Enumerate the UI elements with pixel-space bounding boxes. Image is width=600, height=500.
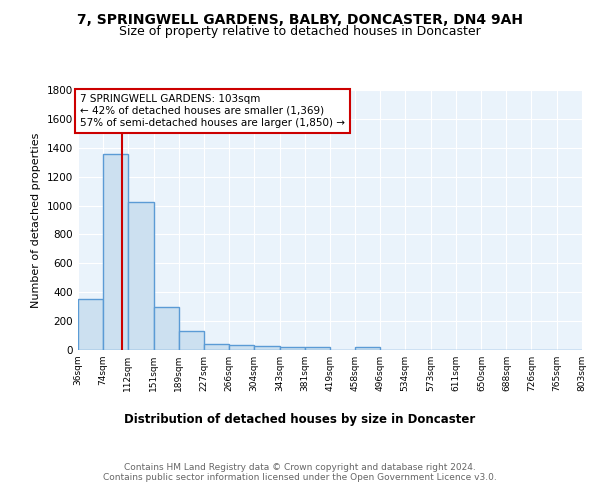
Text: 7, SPRINGWELL GARDENS, BALBY, DONCASTER, DN4 9AH: 7, SPRINGWELL GARDENS, BALBY, DONCASTER,…: [77, 12, 523, 26]
Bar: [305, 348, 329, 350]
Text: Size of property relative to detached houses in Doncaster: Size of property relative to detached ho…: [119, 25, 481, 38]
Bar: [78, 300, 103, 350]
Y-axis label: Number of detached properties: Number of detached properties: [31, 132, 41, 308]
Text: 7 SPRINGWELL GARDENS: 103sqm
← 42% of detached houses are smaller (1,369)
57% of: 7 SPRINGWELL GARDENS: 103sqm ← 42% of de…: [80, 94, 345, 128]
Bar: [355, 348, 380, 350]
Bar: [154, 308, 179, 350]
Text: Distribution of detached houses by size in Doncaster: Distribution of detached houses by size …: [124, 412, 476, 426]
Text: Contains HM Land Registry data © Crown copyright and database right 2024.
Contai: Contains HM Land Registry data © Crown c…: [103, 462, 497, 482]
Bar: [229, 344, 254, 350]
Bar: [179, 331, 203, 350]
Bar: [128, 202, 154, 350]
Bar: [103, 154, 128, 350]
Bar: [203, 344, 229, 350]
Bar: [254, 346, 280, 350]
Bar: [280, 347, 305, 350]
